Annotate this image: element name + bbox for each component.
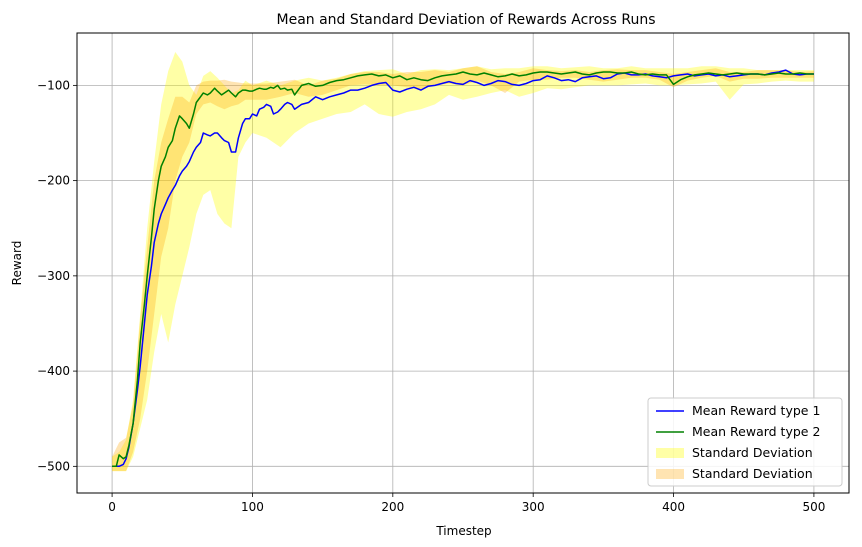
legend: Mean Reward type 1 Mean Reward type 2 Stan…: [647, 397, 843, 487]
chart-title: Mean and Standard Deviation of Rewards A…: [277, 12, 656, 28]
y-tick-label-4: −100: [37, 78, 70, 92]
x-tick-label-1: 100: [241, 500, 264, 514]
x-tick-label-3: 300: [522, 500, 545, 514]
x-axis-ticks: 0 100 200 300 400 500: [108, 493, 825, 514]
x-tick-label-5: 500: [802, 500, 825, 514]
std-bands: [112, 52, 814, 472]
plot-frame: [76, 32, 850, 494]
x-tick-label-2: 200: [381, 500, 404, 514]
legend-swatch-3: [656, 448, 684, 458]
legend-label-3: Standard Deviation: [692, 445, 813, 460]
std-band-2: [112, 66, 814, 472]
legend-label-4: Standard Deviation: [692, 466, 813, 481]
series-lines: [112, 69, 814, 468]
legend-label-2: Mean Reward type 2: [692, 424, 820, 439]
y-tick-label-0: −500: [37, 459, 70, 473]
legend-box: [647, 397, 843, 487]
y-tick-label-3: −200: [37, 174, 70, 188]
series-line-type-2: [112, 71, 814, 468]
x-tick-label-0: 0: [108, 500, 116, 514]
y-axis-title: Reward: [10, 241, 24, 286]
series-line-type-1: [112, 69, 814, 468]
y-axis-ticks: −500 −400 −300 −200 −100: [37, 78, 77, 473]
x-tick-label-4: 400: [662, 500, 685, 514]
x-axis-title: Timestep: [435, 524, 491, 538]
y-tick-label-1: −400: [37, 364, 70, 378]
std-band-1: [112, 52, 814, 472]
y-tick-label-2: −300: [37, 269, 70, 283]
legend-swatch-4: [656, 469, 684, 479]
legend-label-1: Mean Reward type 1: [692, 403, 820, 418]
